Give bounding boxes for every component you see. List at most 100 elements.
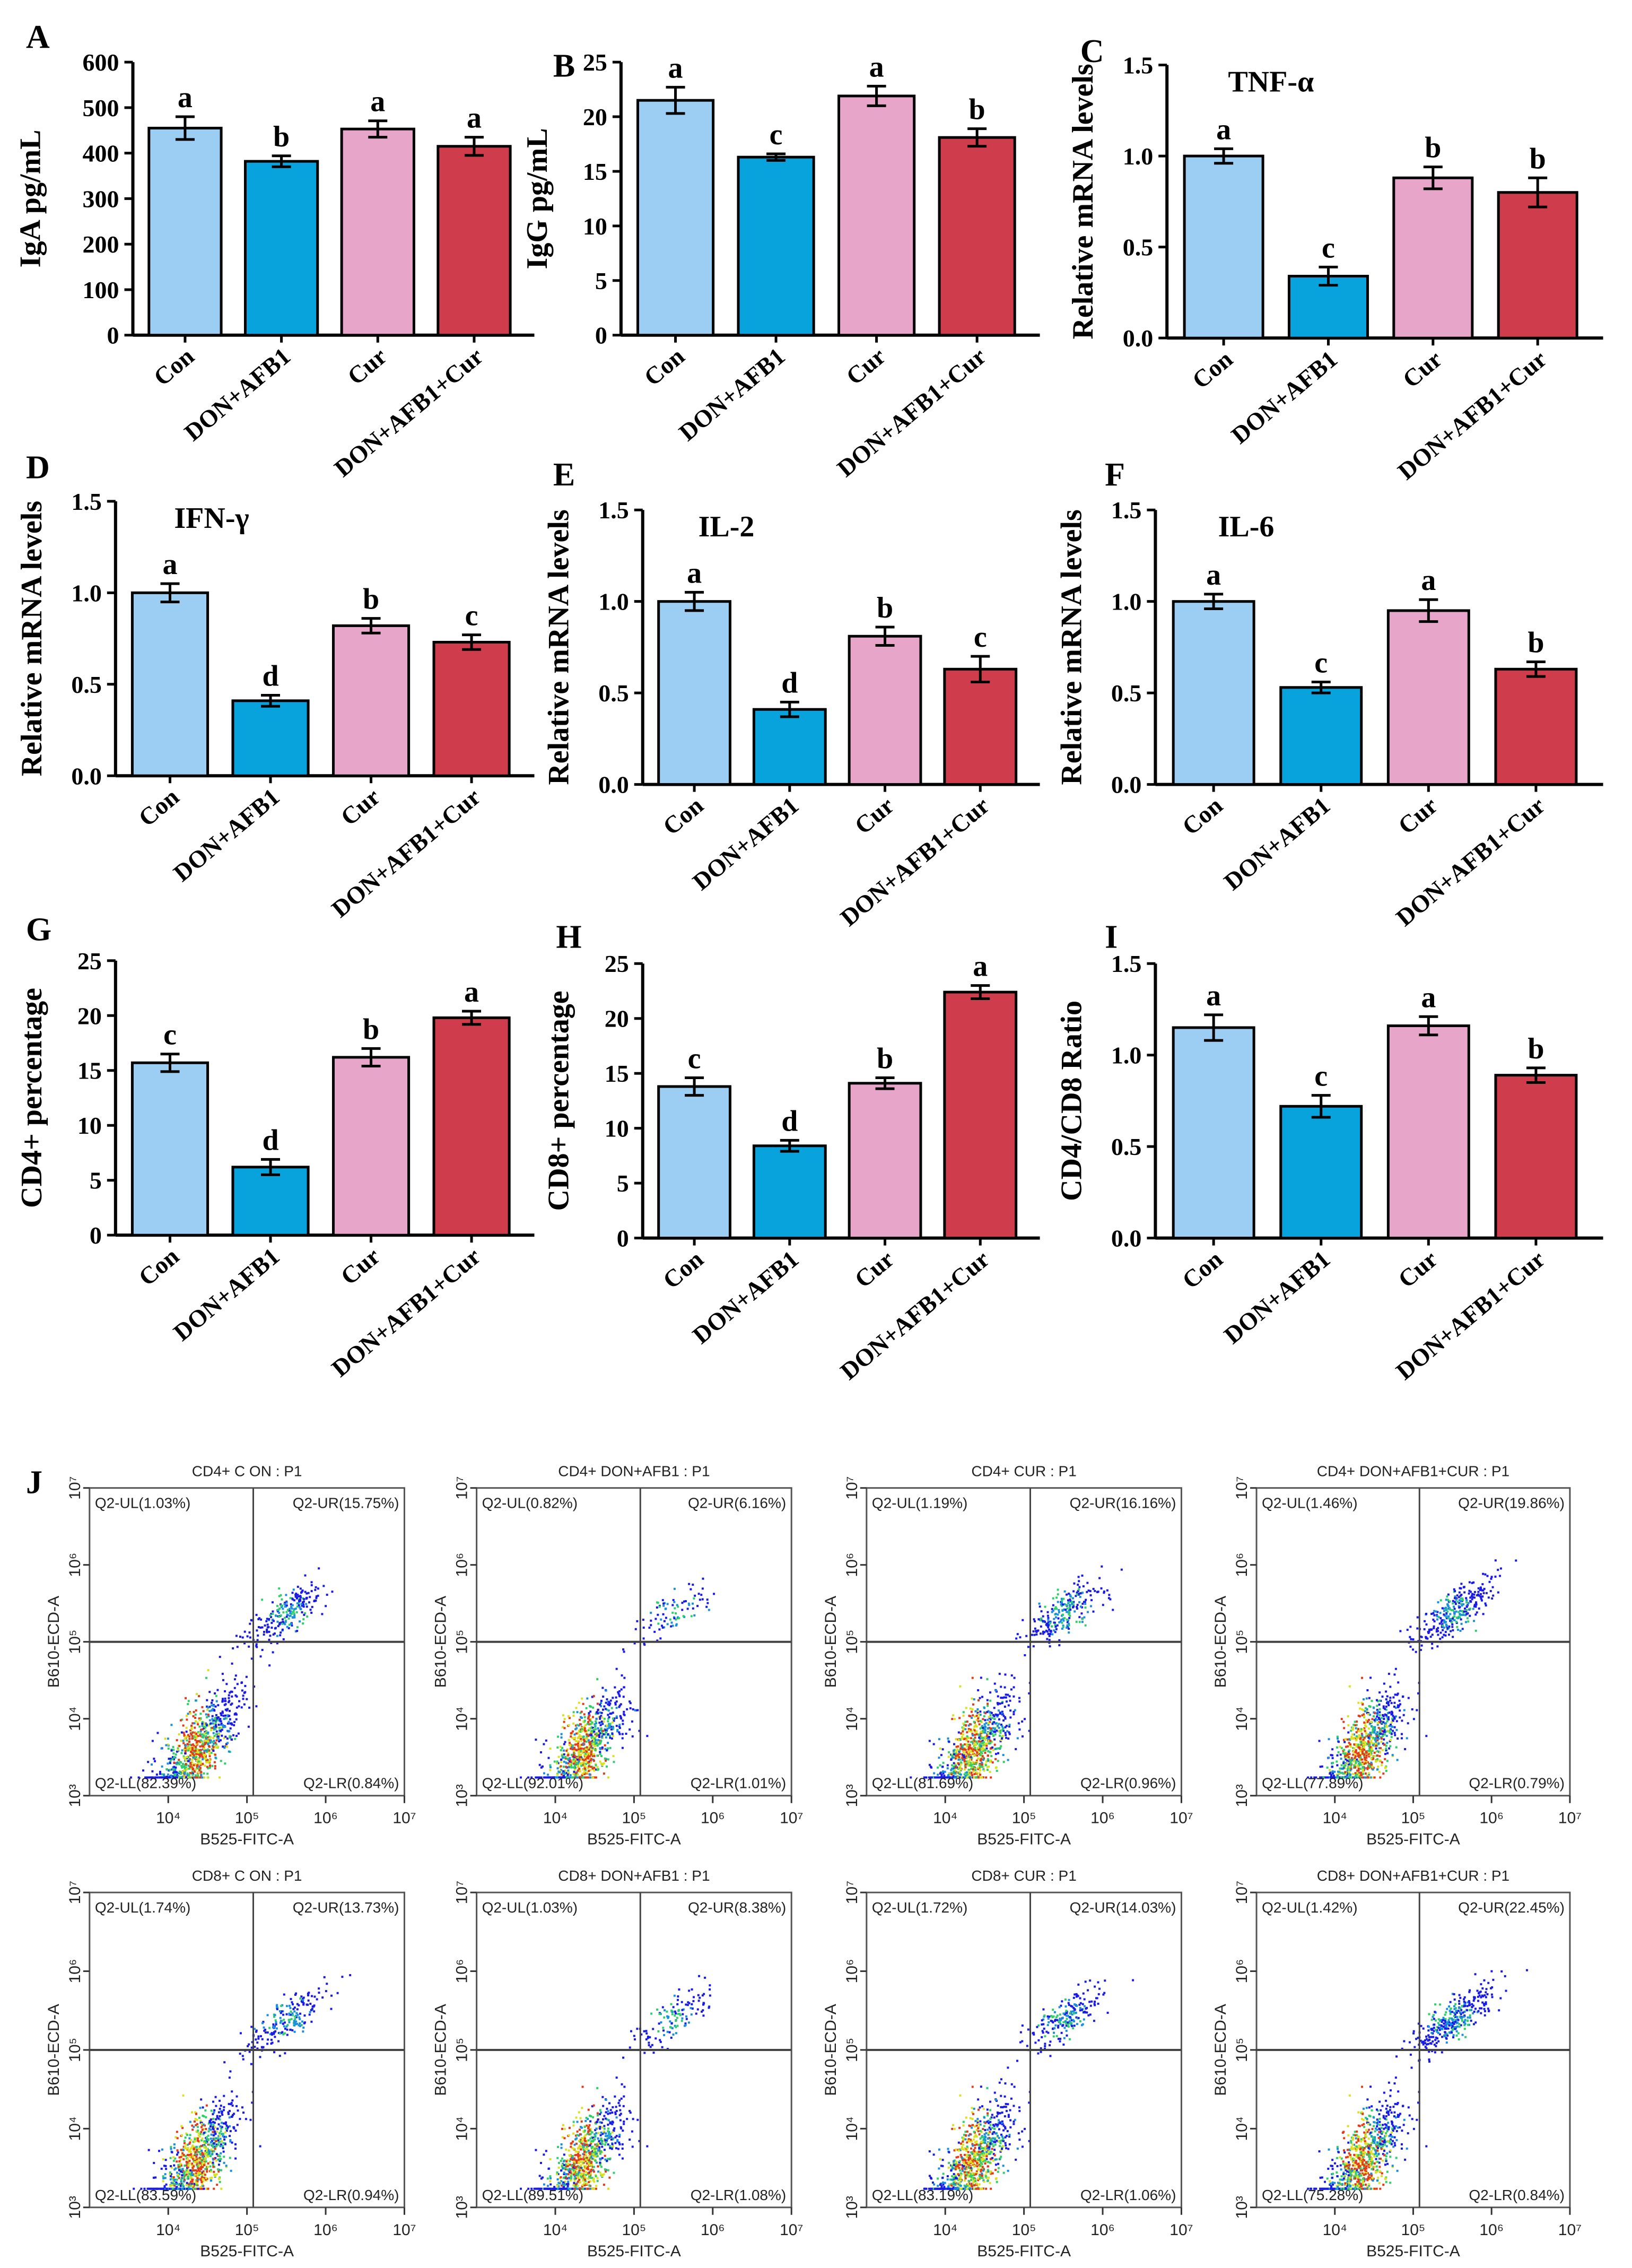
event-point: [1340, 1764, 1343, 1767]
event-point: [207, 1767, 210, 1769]
event-point: [681, 1609, 684, 1611]
event-point: [1374, 1726, 1376, 1728]
event-point: [266, 1628, 268, 1631]
event-point: [1382, 1705, 1385, 1708]
event-point: [982, 1759, 984, 1761]
event-point: [697, 1593, 700, 1595]
event-point: [1348, 1773, 1350, 1776]
event-point: [1328, 1738, 1330, 1741]
event-point: [1437, 1630, 1439, 1632]
event-point: [582, 1702, 584, 1705]
event-point: [193, 1751, 195, 1754]
significance-letter: b: [363, 583, 379, 616]
x-tick-label: 10⁶: [1479, 1810, 1504, 1827]
event-point: [211, 1726, 214, 1729]
event-point: [577, 1769, 579, 1772]
event-point: [1365, 1751, 1368, 1754]
event-point: [601, 1764, 604, 1767]
event-point: [598, 1722, 601, 1724]
significance-letter: d: [262, 659, 278, 692]
event-point: [1053, 1618, 1055, 1620]
event-point: [1358, 1767, 1360, 1770]
event-point: [292, 1617, 294, 1619]
event-point: [186, 1747, 188, 1750]
plot-title: CD8+ C ON : P1: [192, 1867, 302, 1884]
event-point: [955, 1754, 957, 1757]
event-point: [205, 1737, 207, 1740]
event-point: [971, 1676, 974, 1679]
event-point: [211, 1699, 214, 1702]
event-point: [249, 1636, 251, 1639]
event-point: [599, 1742, 601, 1744]
event-point: [605, 1689, 607, 1692]
event-point: [1456, 1626, 1459, 1628]
event-point: [1452, 1636, 1454, 1638]
event-point: [300, 1603, 303, 1605]
event-point: [549, 1766, 552, 1769]
event-point: [1361, 1758, 1364, 1761]
event-point: [207, 1731, 210, 1734]
event-point: [1354, 1724, 1357, 1727]
event-point: [1015, 1637, 1018, 1640]
event-point: [1386, 1760, 1389, 1762]
significance-letter: a: [464, 976, 479, 1009]
event-point: [1348, 1749, 1351, 1752]
event-point: [967, 1771, 970, 1774]
event-point: [986, 1742, 989, 1745]
event-point: [1063, 1590, 1066, 1593]
event-point: [223, 2161, 225, 2164]
event-point: [1346, 1754, 1348, 1757]
event-point: [965, 1757, 968, 1760]
event-point: [1015, 1748, 1017, 1750]
event-point: [589, 1734, 591, 1736]
event-point: [1369, 1736, 1372, 1739]
event-point: [290, 1605, 293, 1608]
event-point: [1058, 1621, 1061, 1623]
event-point: [589, 1776, 592, 1779]
event-point: [659, 1637, 662, 1640]
event-point: [599, 1716, 601, 1718]
event-point: [212, 1732, 215, 1734]
event-point: [576, 1776, 579, 1779]
event-point: [224, 1700, 227, 1702]
event-point: [590, 1730, 593, 1732]
event-point: [1004, 1732, 1007, 1734]
event-point: [1001, 1736, 1003, 1739]
event-point: [585, 1748, 588, 1750]
event-point: [190, 1746, 193, 1749]
event-point: [539, 1776, 542, 1779]
event-point: [197, 1760, 200, 1763]
event-point: [975, 1771, 978, 1774]
event-point: [173, 1761, 176, 1764]
event-point: [1357, 1769, 1360, 1772]
event-point: [971, 1761, 974, 1764]
event-point: [213, 1735, 216, 1737]
event-point: [1377, 1737, 1380, 1740]
event-point: [266, 1623, 269, 1626]
event-point: [282, 1638, 285, 1640]
event-point: [979, 1743, 981, 1745]
event-point: [203, 1725, 205, 1728]
event-point: [1028, 1730, 1031, 1732]
event-point: [1349, 1769, 1352, 1771]
event-point: [1459, 1594, 1462, 1597]
event-point: [1460, 1613, 1462, 1616]
event-point: [201, 1776, 204, 1779]
event-point: [220, 1722, 223, 1725]
event-point: [219, 1718, 221, 1721]
event-point: [214, 1727, 217, 1730]
event-point: [264, 1624, 266, 1627]
event-point: [222, 1679, 224, 1681]
event-point: [277, 1625, 280, 1628]
event-point: [981, 1752, 983, 1755]
event-point: [572, 1722, 575, 1725]
event-point: [215, 1714, 217, 1716]
event-point: [622, 1648, 625, 1651]
event-point: [618, 1725, 621, 1728]
y-tick-label: 0.0: [71, 762, 102, 789]
event-point: [185, 1731, 188, 1733]
event-point: [1343, 1727, 1346, 1730]
event-point: [957, 1758, 960, 1761]
event-point: [1400, 1737, 1403, 1740]
